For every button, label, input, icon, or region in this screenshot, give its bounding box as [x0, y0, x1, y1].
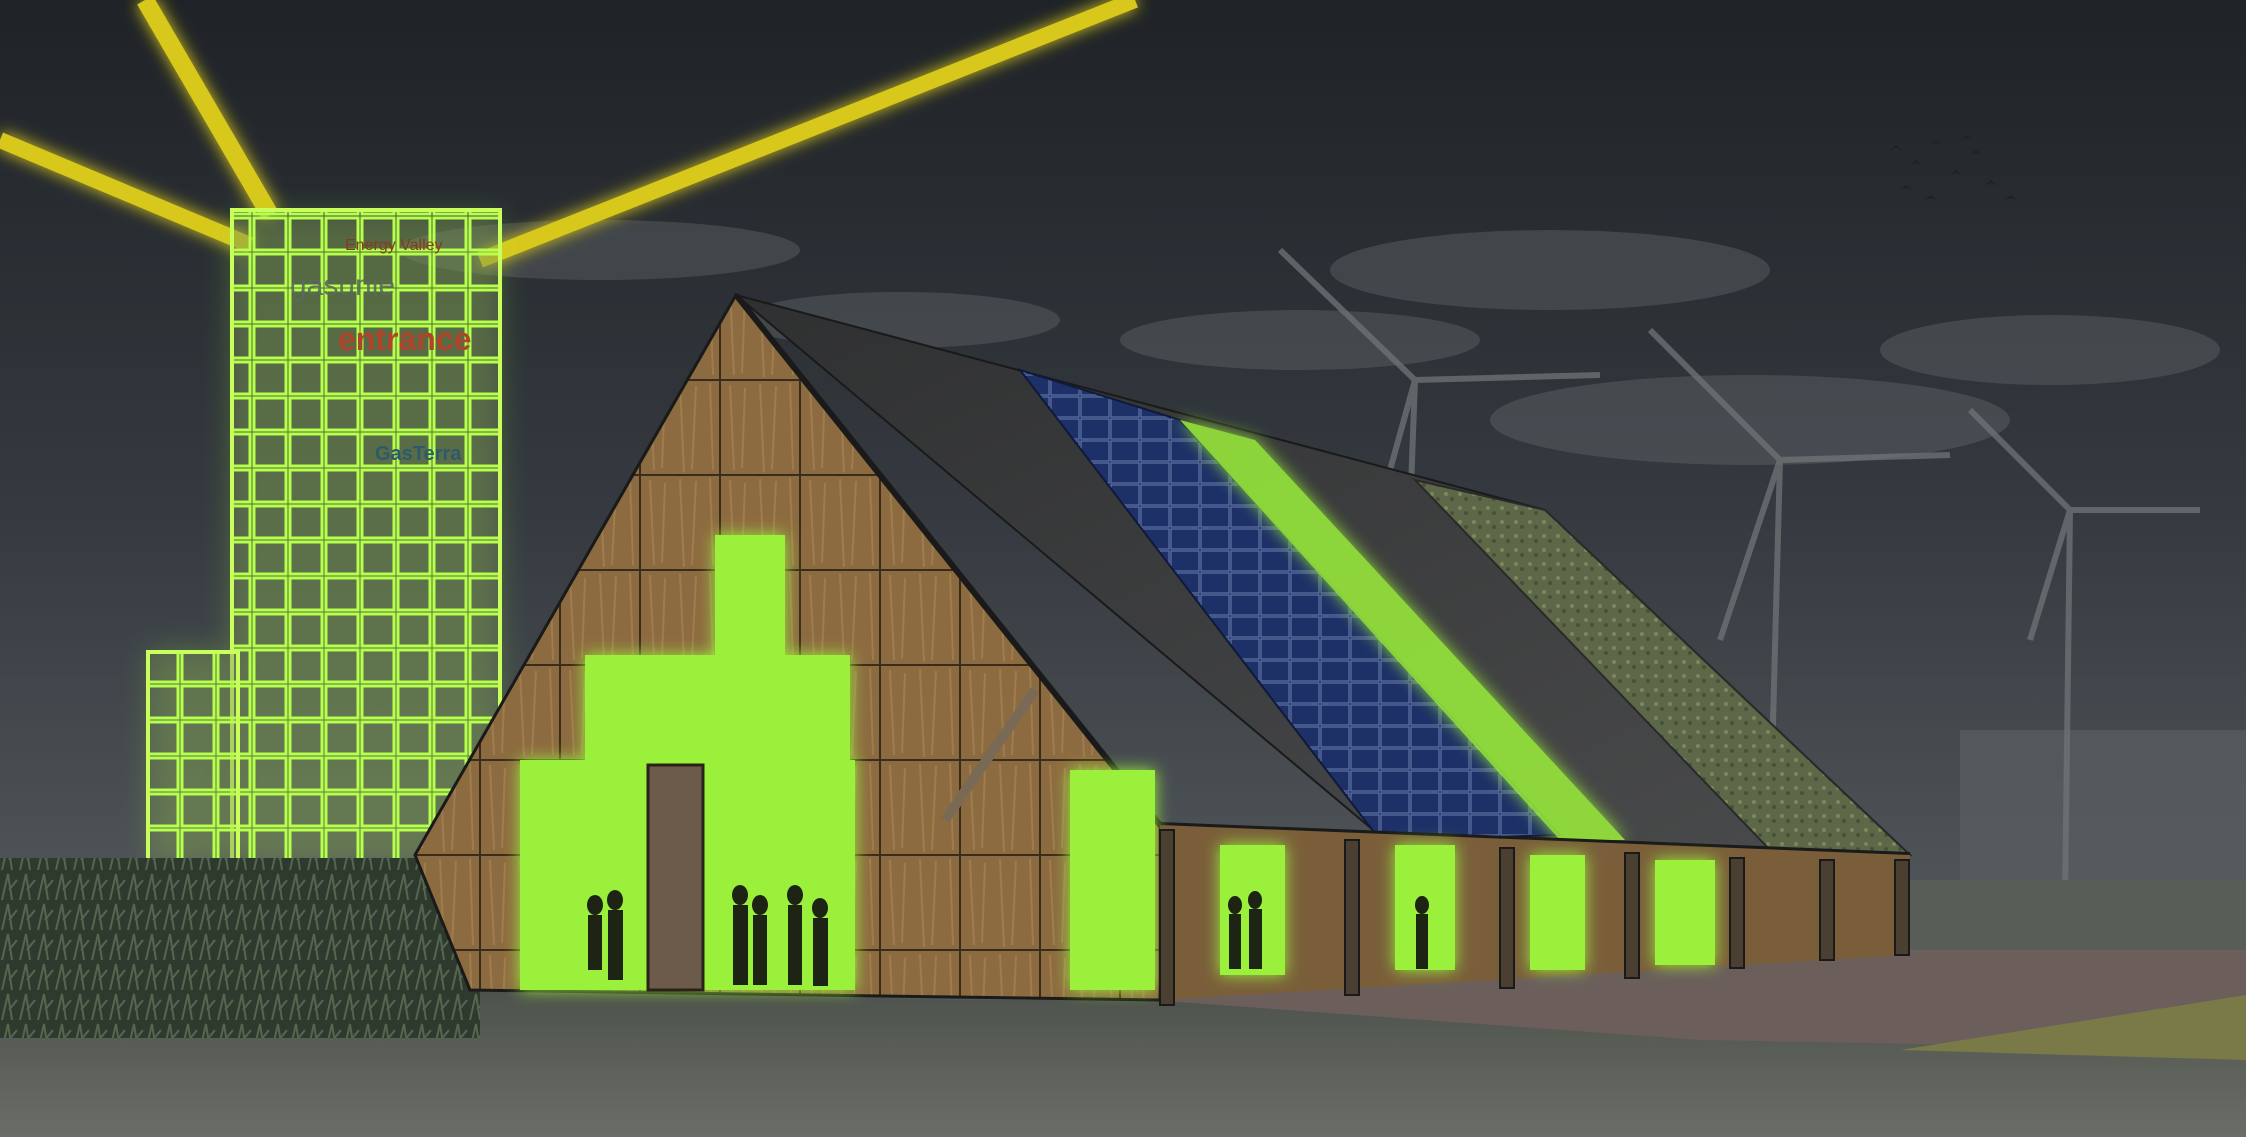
corn-field — [0, 858, 480, 1038]
light-beams — [0, 0, 1138, 268]
barn — [413, 292, 1913, 1006]
wind-turbines — [1277, 247, 2200, 901]
arcade-posts — [1159, 829, 1910, 1006]
tower-lower-block — [146, 650, 240, 862]
logo-entrance: entrance — [338, 321, 471, 357]
roof-light-strip — [1180, 420, 1625, 840]
logo-energy-valley: Energy Valley — [345, 237, 443, 254]
logo-gasunie: gasunie — [290, 269, 395, 302]
logo-gasterra: GasTerra — [375, 443, 462, 465]
tower-main-block — [230, 208, 502, 862]
people-silhouettes — [587, 885, 1429, 986]
tower-logos: Energy Valley gasunie entrance GasTerra — [290, 237, 471, 465]
bird-flock — [1890, 135, 2017, 200]
clouds — [400, 220, 2220, 465]
paved-plaza — [1150, 950, 2246, 1050]
lawn-patch — [1900, 995, 2246, 1060]
glowing-tower: Energy Valley gasunie entrance GasTerra — [146, 208, 502, 862]
distant-building — [1960, 730, 2246, 900]
barn-door — [646, 763, 705, 992]
